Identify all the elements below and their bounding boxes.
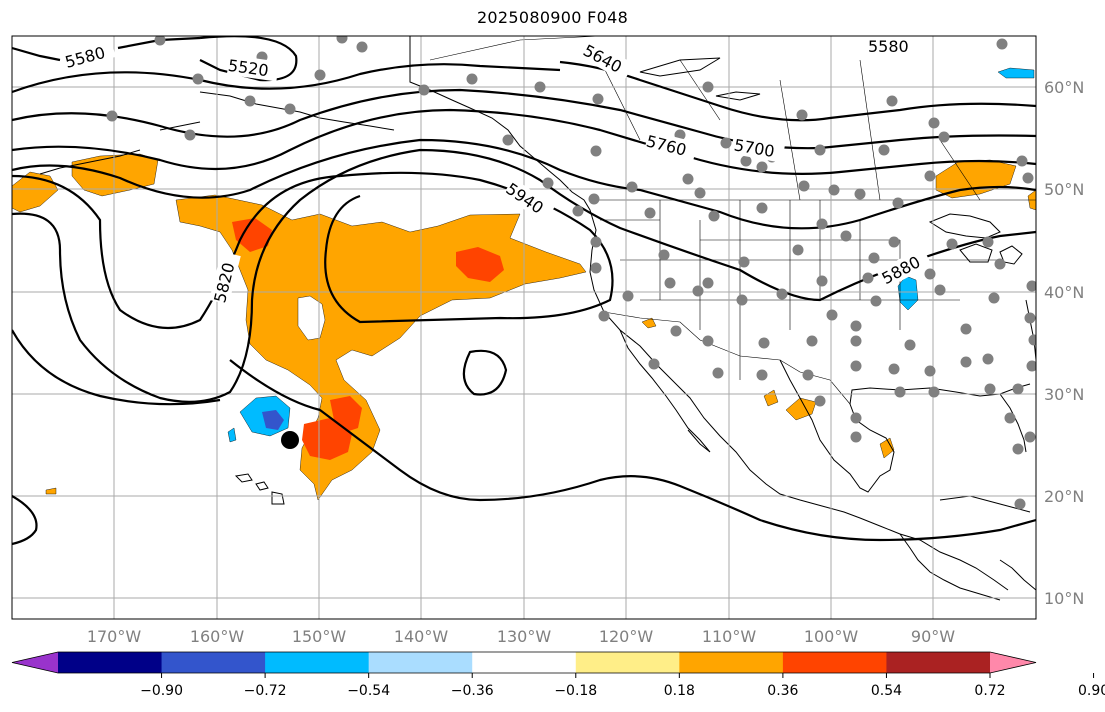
lon-label: 140°W: [394, 627, 449, 646]
lon-label: 130°W: [497, 627, 552, 646]
contour-label: 5580: [868, 37, 909, 56]
colorbar-segment: [58, 652, 163, 673]
lat-label: 20°N: [1044, 487, 1084, 506]
lon-label: 90°W: [911, 627, 955, 646]
colorbar-extend-low: [12, 652, 58, 673]
contour-line: [12, 495, 38, 546]
colorbar-segment: [679, 652, 784, 673]
lon-label: 110°W: [702, 627, 757, 646]
contour-line: [12, 329, 221, 406]
strong-anomaly-region: [456, 247, 504, 282]
map-frame: [11, 35, 1037, 620]
colorbar-segment: [368, 652, 473, 673]
negative-anomaly-region: [262, 410, 284, 430]
lon-label: 160°W: [190, 627, 245, 646]
contour-line: [229, 359, 1036, 542]
colorbar-tick-label: 0.54: [871, 683, 902, 699]
contour-line: [12, 174, 341, 330]
positive-anomaly-region: [12, 171, 59, 213]
contour-line: [12, 108, 1036, 175]
lon-label: 170°W: [87, 627, 142, 646]
latitude-labels: 60°N 50°N 40°N 30°N 20°N 10°N: [1044, 78, 1084, 608]
colorbar: −0.90 −0.72 −0.54 −0.36 −0.18 0.18 0.36 0.54 0.7…: [11, 651, 1105, 699]
colorbar-tick-label: 0.36: [767, 683, 798, 699]
colorbar-outline: [11, 651, 1037, 674]
location-marker: [281, 431, 299, 449]
contour-line: [12, 63, 561, 94]
colorbar-segment: [472, 652, 577, 673]
lat-label: 50°N: [1044, 180, 1084, 199]
lat-label: 40°N: [1044, 283, 1084, 302]
lon-label: 120°W: [599, 627, 654, 646]
colorbar-tick-label: 0.72: [974, 683, 1005, 699]
colorbar-tick-label: −0.18: [554, 683, 597, 699]
lat-label: 10°N: [1044, 589, 1084, 608]
contour-line: [12, 148, 1036, 403]
lat-label: 60°N: [1044, 78, 1084, 97]
colorbar-segment: [161, 652, 266, 673]
coastlines: [39, 36, 1036, 601]
colorbar-segment: [886, 652, 991, 673]
colorbar-tick-label: −0.54: [347, 683, 390, 699]
neutral-hole: [297, 295, 326, 341]
colorbar-tick-label: −0.72: [244, 683, 287, 699]
lon-label: 150°W: [292, 627, 347, 646]
negative-anomaly-region: [227, 427, 237, 443]
contour-line: [12, 138, 1036, 230]
colorbar-segment: [265, 652, 370, 673]
map-title: 2025080900 F048: [476, 8, 629, 27]
colorbar-segment: [575, 652, 680, 673]
lat-label: 30°N: [1044, 385, 1084, 404]
positive-anomaly-region: [641, 317, 657, 329]
negative-anomaly-region: [997, 67, 1035, 79]
strong-anomaly-region: [232, 218, 272, 252]
colorbar-segment: [782, 652, 887, 673]
political-borders: [429, 36, 1036, 405]
colorbar-tick-label: −0.90: [140, 683, 183, 699]
colorbar-tick-label: 0.18: [664, 683, 695, 699]
graticule: [12, 36, 1036, 619]
positive-anomaly-region: [45, 487, 57, 495]
contour-line: [324, 171, 614, 324]
longitude-labels: 170°W 160°W 150°W 140°W 130°W 120°W 110°…: [87, 627, 955, 646]
colorbar-tick-label: 0.90: [1078, 683, 1105, 699]
station-dots: [106, 36, 1036, 510]
lon-label: 100°W: [804, 627, 859, 646]
contour-line: [12, 46, 61, 62]
colorbar-extend-high: [990, 652, 1036, 673]
strong-anomaly-region: [302, 418, 352, 460]
colorbar-tick-label: −0.36: [451, 683, 494, 699]
contour-line: [462, 349, 508, 396]
